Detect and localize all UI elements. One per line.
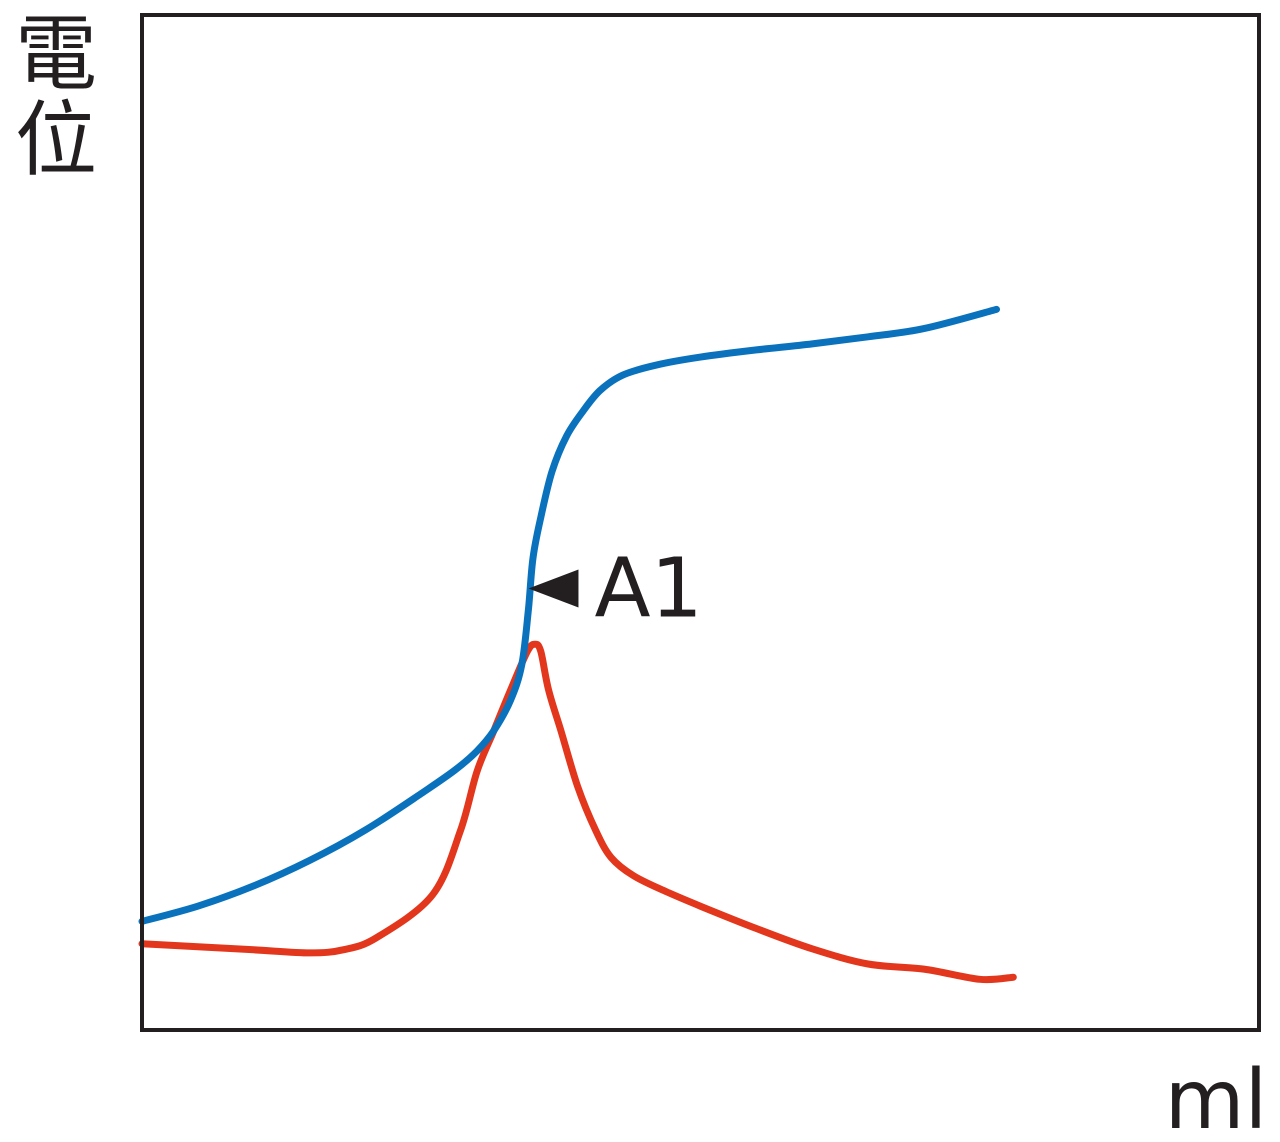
annotation-marker: [528, 569, 579, 608]
plot-layer: [138, 305, 1017, 984]
plot-frame: [140, 13, 1261, 1032]
annotation-label: A1: [594, 541, 702, 636]
annotation-layer: A1: [528, 541, 703, 636]
series-line-1: [138, 305, 1000, 925]
y-axis-label: 電位: [15, 7, 97, 188]
x-axis-label: ml: [1165, 1053, 1268, 1142]
series-line-2: [138, 640, 1017, 984]
